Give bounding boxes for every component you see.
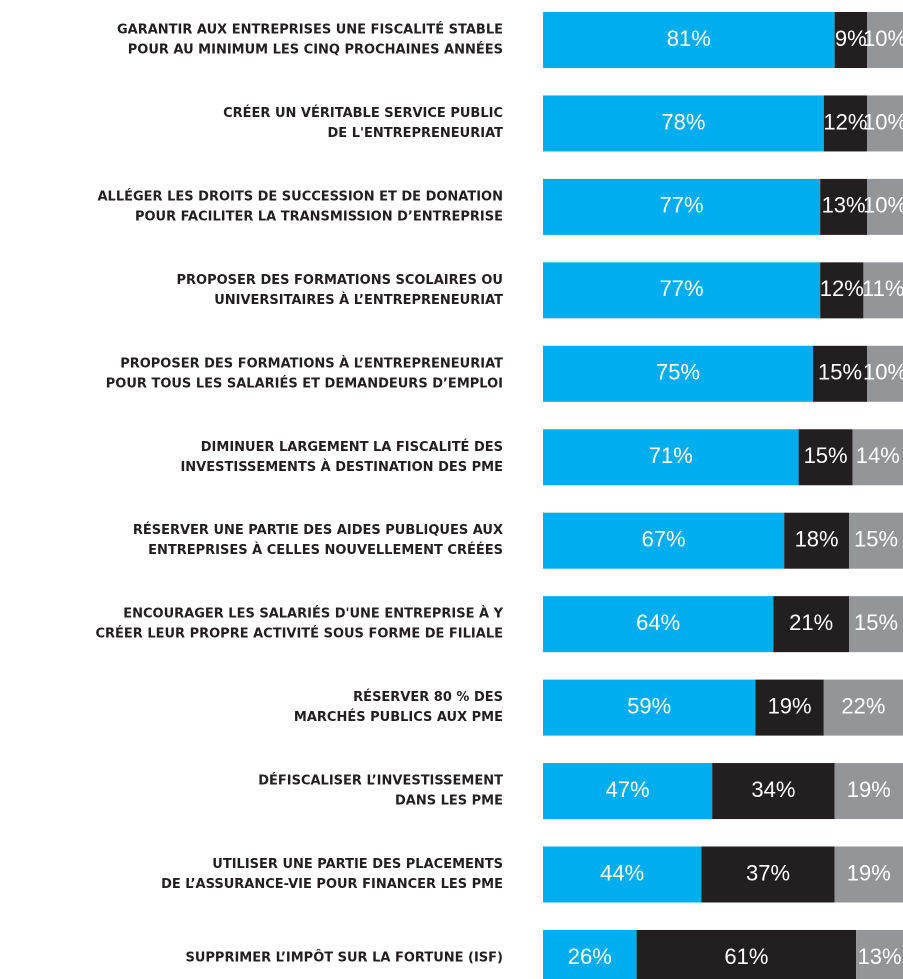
value-label: 44% — [600, 860, 644, 885]
category-label: GARANTIR AUX ENTREPRISES UNE FISCALITÉ S… — [117, 22, 503, 38]
value-label: 71% — [649, 443, 693, 468]
bar-segment — [813, 345, 867, 402]
bar-segment — [543, 178, 821, 235]
value-label: 12% — [820, 276, 864, 301]
category-label: DE L’ASSURANCE-VIE POUR FINANCER LES PME — [161, 877, 503, 892]
bar-segment — [867, 12, 903, 68]
category-label: INVESTISSEMENTS À DESTINATION DES PME — [180, 459, 503, 475]
value-label: 21% — [789, 610, 833, 635]
value-label: 14% — [856, 443, 900, 468]
category-label: MARCHÉS PUBLICS AUX PME — [294, 709, 503, 725]
value-label: 9% — [835, 26, 867, 51]
value-label: 11% — [862, 276, 903, 301]
bar-segment — [543, 763, 713, 820]
category-label: UTILISER UNE PARTIE DES PLACEMENTS — [212, 857, 503, 872]
category-label: ALLÉGER LES DROITS DE SUCCESSION ET DE D… — [98, 188, 504, 204]
value-label: 78% — [661, 109, 705, 134]
category-label: POUR TOUS LES SALARIÉS ET DEMANDEURS D’E… — [106, 375, 503, 391]
category-label: ENTREPRISES À CELLES NOUVELLEMENT CRÉÉES — [148, 542, 503, 558]
category-label: POUR AU MINIMUM LES CINQ PROCHAINES ANNÉ… — [128, 42, 503, 58]
category-label: CRÉER UN VÉRITABLE SERVICE PUBLIC — [223, 105, 503, 121]
value-label: 77% — [660, 193, 704, 218]
bar-segment — [543, 929, 637, 979]
bar-segment — [867, 178, 903, 235]
bar-segment — [701, 846, 835, 903]
category-label: DÉFISCALISER L’INVESTISSEMENT — [258, 773, 503, 789]
category-label: DIMINUER LARGEMENT LA FISCALITÉ DES — [201, 439, 503, 455]
bar-segment — [543, 429, 799, 486]
value-label: 61% — [724, 944, 768, 969]
bar-segment — [543, 345, 813, 402]
value-label: 81% — [667, 26, 711, 51]
value-label: 22% — [841, 693, 885, 718]
category-label: CRÉER LEUR PROPRE ACTIVITÉ SOUS FORME DE… — [95, 626, 503, 642]
category-label: DANS LES PME — [395, 794, 503, 809]
bar-segment — [712, 763, 835, 820]
bar-segment — [543, 679, 756, 736]
value-label: 13% — [822, 193, 866, 218]
value-label: 18% — [795, 527, 839, 552]
bar-segment — [867, 345, 903, 402]
bar-segment — [784, 512, 849, 569]
bar-segment — [834, 763, 903, 820]
category-label: UNIVERSITAIRES À L’ENTREPRENEURIAT — [214, 292, 503, 308]
bar-segment — [820, 178, 867, 235]
bar-segment — [856, 929, 903, 979]
value-label: 13% — [858, 944, 902, 969]
bar-segment — [834, 12, 867, 68]
category-label: PROPOSER DES FORMATIONS SCOLAIRES OU — [177, 273, 504, 288]
value-label: 75% — [656, 360, 700, 385]
category-label: POUR FACILITER LA TRANSMISSION D’ENTREPR… — [135, 209, 503, 224]
value-label: 10% — [863, 109, 903, 134]
value-label: 19% — [847, 777, 891, 802]
value-label: 37% — [746, 860, 790, 885]
value-label: 19% — [768, 693, 812, 718]
bar-segment — [543, 262, 821, 319]
bar-segment — [849, 596, 903, 653]
bar-segment — [543, 596, 774, 653]
value-label: 64% — [636, 610, 680, 635]
bar-segment — [543, 512, 785, 569]
category-label: SUPPRIMER L’IMPÔT SUR LA FORTUNE (ISF) — [185, 949, 503, 965]
value-label: 10% — [863, 360, 903, 385]
value-label: 34% — [751, 777, 795, 802]
value-label: 15% — [818, 360, 862, 385]
category-label: RÉSERVER UNE PARTIE DES AIDES PUBLIQUES … — [133, 522, 503, 538]
category-label: PROPOSER DES FORMATIONS À L’ENTREPRENEUR… — [120, 355, 503, 371]
bar-segment — [863, 262, 903, 319]
bar-segment — [636, 929, 857, 979]
category-label: RÉSERVER 80 % DES — [353, 689, 503, 705]
category-label: ENCOURAGER LES SALARIÉS D'UNE ENTREPRISE… — [123, 606, 503, 622]
bar-segment — [798, 429, 853, 486]
bar-segment — [823, 95, 867, 152]
bar-segment — [755, 679, 824, 736]
value-label: 47% — [606, 777, 650, 802]
bar-segment — [852, 429, 903, 486]
bar-segment — [543, 846, 702, 903]
value-label: 15% — [804, 443, 848, 468]
value-label: 10% — [863, 193, 903, 218]
bar-segment — [823, 679, 903, 736]
bar-segment — [867, 95, 903, 152]
value-label: 19% — [847, 860, 891, 885]
category-label: DE L'ENTREPRENEURIAT — [328, 126, 504, 141]
value-label: 67% — [642, 527, 686, 552]
bar-segment — [773, 596, 849, 653]
value-label: 10% — [863, 26, 903, 51]
bar-segment — [834, 846, 903, 903]
value-label: 26% — [568, 944, 612, 969]
bar-segment — [849, 512, 903, 569]
value-label: 77% — [660, 276, 704, 301]
value-label: 15% — [854, 610, 898, 635]
value-label: 15% — [854, 527, 898, 552]
bar-segment — [820, 262, 864, 319]
value-label: 59% — [627, 693, 671, 718]
bar-segment — [543, 95, 824, 152]
value-label: 12% — [823, 109, 867, 134]
bar-segment — [543, 12, 835, 68]
